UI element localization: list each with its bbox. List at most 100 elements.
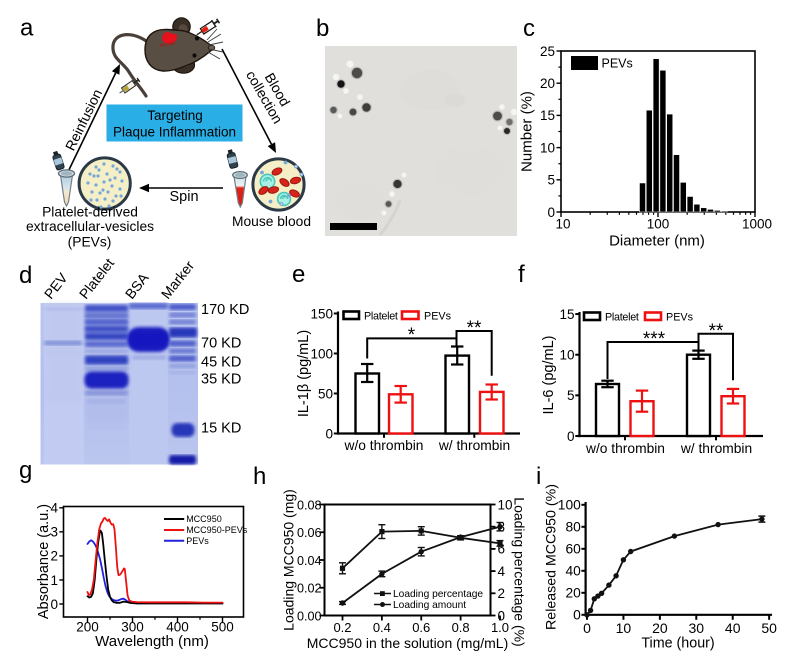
svg-text:15: 15 (540, 108, 555, 123)
svg-text:0: 0 (573, 608, 581, 623)
svg-text:0: 0 (567, 429, 575, 444)
svg-text:4: 4 (50, 501, 58, 516)
svg-text:MCC950 in the solution (mg/mL): MCC950 in the solution (mg/mL) (307, 635, 509, 651)
svg-text:2: 2 (50, 549, 58, 564)
svg-text:0.02: 0.02 (297, 582, 322, 596)
svg-text:IL-6 (pg/mL): IL-6 (pg/mL) (541, 336, 557, 415)
svg-text:1.0: 1.0 (491, 620, 509, 635)
svg-text:PEV: PEV (41, 269, 71, 301)
svg-text:0.6: 0.6 (412, 620, 430, 635)
svg-text:PEVs: PEVs (602, 57, 633, 71)
svg-text:b: b (316, 15, 329, 42)
svg-text:50: 50 (318, 386, 333, 401)
svg-text:5: 5 (547, 173, 555, 188)
svg-text:300: 300 (121, 620, 144, 635)
svg-text:MCC950: MCC950 (159, 40, 176, 48)
svg-text:Marker: Marker (158, 257, 198, 301)
svg-text:1000: 1000 (742, 217, 772, 232)
svg-text:100: 100 (310, 346, 333, 361)
svg-text:0: 0 (547, 205, 555, 220)
svg-text:35 KD: 35 KD (201, 372, 241, 388)
svg-text:(PEVs): (PEVs) (68, 235, 112, 250)
svg-text:400: 400 (166, 620, 189, 635)
svg-text:20: 20 (652, 620, 668, 636)
svg-text:60: 60 (565, 542, 581, 557)
svg-text:40: 40 (565, 564, 581, 579)
svg-text:***: *** (643, 329, 666, 350)
svg-text:Loading percentage: Loading percentage (393, 589, 483, 600)
svg-text:80: 80 (565, 520, 581, 535)
svg-text:0.4: 0.4 (373, 620, 391, 635)
svg-text:i: i (536, 463, 541, 490)
svg-text:Platelet: Platelet (364, 311, 398, 323)
svg-text:w/ thrombin: w/ thrombin (680, 441, 752, 456)
svg-text:g: g (19, 457, 32, 484)
svg-text:3: 3 (50, 525, 58, 540)
svg-text:0: 0 (325, 426, 333, 441)
svg-text:70 KD: 70 KD (201, 336, 241, 352)
svg-text:c: c (523, 15, 535, 42)
svg-text:Loading MCC950 (mg): Loading MCC950 (mg) (281, 489, 297, 631)
svg-text:200: 200 (76, 620, 99, 635)
svg-text:Time (hour): Time (hour) (641, 636, 714, 652)
svg-text:Platelet-derived: Platelet-derived (42, 205, 138, 220)
svg-text:Loading amount: Loading amount (393, 600, 466, 611)
svg-text:PEVs: PEVs (186, 536, 209, 546)
svg-text:**: ** (709, 321, 724, 342)
svg-text:20: 20 (540, 76, 555, 91)
svg-text:Number (%): Number (%) (519, 91, 536, 172)
svg-text:0: 0 (583, 620, 591, 636)
svg-text:MCC950-PEVs: MCC950-PEVs (186, 525, 248, 535)
svg-text:0.06: 0.06 (297, 526, 322, 540)
svg-text:w/o thrombin: w/o thrombin (344, 438, 424, 453)
svg-text:4: 4 (498, 564, 506, 579)
svg-text:PEVs: PEVs (666, 312, 694, 324)
svg-text:0.08: 0.08 (297, 498, 322, 512)
svg-text:e: e (292, 261, 305, 288)
svg-text:50: 50 (761, 620, 777, 636)
svg-text:h: h (253, 463, 266, 490)
svg-text:IL-1β (pg/mL): IL-1β (pg/mL) (296, 330, 312, 417)
svg-text:BSA: BSA (122, 269, 152, 301)
svg-text:0.00: 0.00 (297, 609, 322, 623)
svg-text:10: 10 (540, 140, 555, 155)
svg-text:Wavelength (nm): Wavelength (nm) (95, 633, 209, 650)
svg-text:w/o thrombin: w/o thrombin (585, 441, 665, 456)
svg-text:20: 20 (565, 586, 581, 601)
svg-text:Released MCC950 (%): Released MCC950 (%) (544, 484, 560, 630)
svg-text:1: 1 (50, 573, 58, 588)
svg-text:10: 10 (498, 497, 513, 512)
svg-text:Platelet: Platelet (605, 312, 639, 324)
svg-text:Loading percentage (%): Loading percentage (%) (512, 497, 528, 646)
svg-text:150: 150 (310, 306, 333, 321)
svg-text:40: 40 (725, 620, 741, 636)
svg-text:f: f (518, 261, 525, 288)
svg-text:Reinfusion: Reinfusion (62, 87, 105, 153)
svg-text:10: 10 (559, 348, 574, 363)
svg-text:PEVs: PEVs (424, 311, 452, 323)
svg-text:0: 0 (50, 597, 58, 612)
svg-text:2: 2 (498, 586, 506, 601)
svg-text:5: 5 (567, 388, 575, 403)
svg-text:170 KD: 170 KD (201, 302, 249, 318)
svg-text:extracellular-vesicles: extracellular-vesicles (26, 219, 154, 234)
svg-text:Absorbance (a.u.): Absorbance (a.u.) (36, 504, 52, 619)
svg-text:**: ** (467, 318, 482, 339)
svg-text:Plaque Inflammation: Plaque Inflammation (113, 125, 236, 140)
svg-text:Spin: Spin (169, 189, 198, 205)
svg-text:10: 10 (555, 217, 570, 232)
svg-text:*: * (408, 325, 416, 346)
svg-text:Diameter (nm): Diameter (nm) (609, 233, 705, 250)
svg-text:Mouse blood: Mouse blood (232, 214, 311, 229)
svg-text:a: a (20, 15, 34, 42)
svg-text:6: 6 (498, 542, 506, 557)
svg-text:100: 100 (647, 217, 670, 232)
svg-text:15 KD: 15 KD (201, 421, 241, 437)
svg-text:Platelet: Platelet (76, 255, 117, 302)
svg-text:Targeting: Targeting (147, 108, 203, 123)
svg-text:100: 100 (558, 498, 581, 513)
svg-text:500: 500 (211, 620, 234, 635)
svg-text:10: 10 (616, 620, 632, 636)
svg-text:MCC950: MCC950 (186, 514, 222, 524)
svg-text:15: 15 (559, 307, 574, 322)
